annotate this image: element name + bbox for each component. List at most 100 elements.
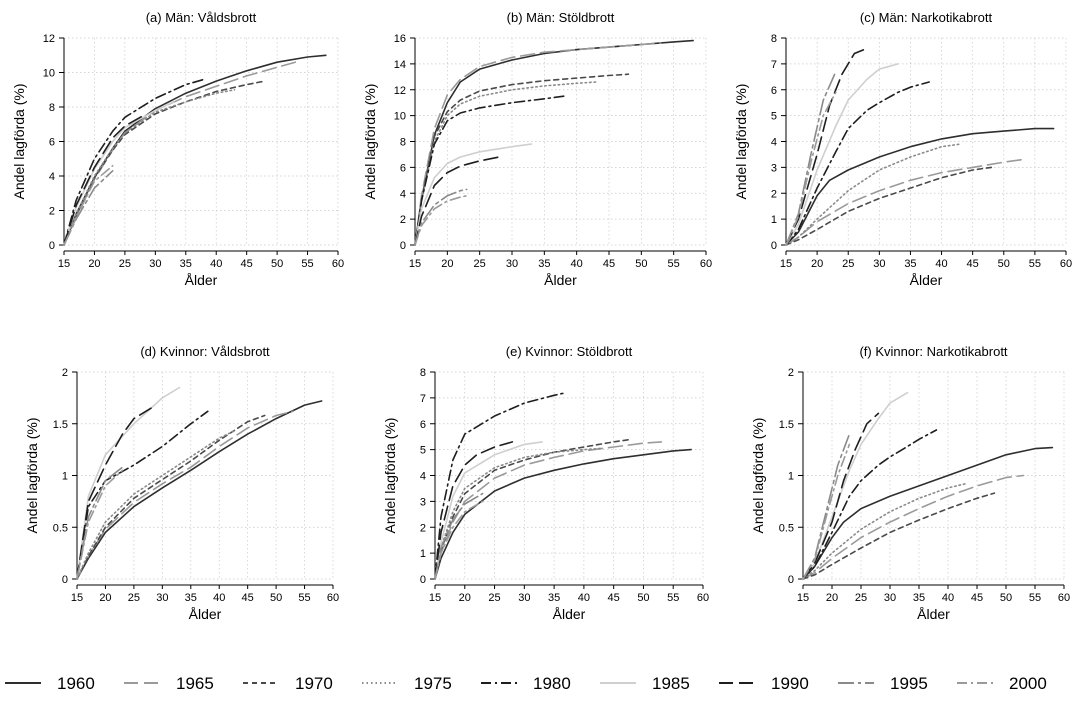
y-tick-label: 7 bbox=[771, 59, 777, 71]
series-line-1990 bbox=[414, 156, 500, 246]
legend-label-1995: 1995 bbox=[890, 674, 928, 693]
y-tick-label: 8 bbox=[49, 102, 55, 114]
x-tick-label: 40 bbox=[213, 592, 225, 604]
x-tick-label: 40 bbox=[210, 258, 222, 270]
x-axis-label: Ålder bbox=[910, 272, 943, 288]
series-line-1975 bbox=[63, 89, 236, 246]
y-tick-label: 1 bbox=[788, 471, 794, 483]
series-line-2000 bbox=[76, 469, 124, 580]
series-line-1995 bbox=[76, 466, 124, 580]
series-line-1975 bbox=[785, 143, 962, 246]
y-tick-label: 1 bbox=[62, 471, 68, 483]
series-line-1965 bbox=[414, 42, 662, 246]
series-line-1975 bbox=[434, 447, 603, 580]
y-tick-label: 8 bbox=[420, 367, 426, 379]
y-tick-label: 2 bbox=[420, 522, 426, 534]
legend-label-1990: 1990 bbox=[771, 674, 809, 693]
series-line-1965 bbox=[76, 410, 295, 580]
panel-6: 15 20 25 30 35 40 45 50 55 60 0 0.5 1 1.5 2 (f) Kvinnor… bbox=[750, 344, 1070, 622]
y-axis-label: Andel lagförda (%) bbox=[24, 418, 40, 534]
panel-4: 15 20 25 30 35 40 45 50 55 60 0 0.5 1 1.5 2 (d) Kvinnor… bbox=[24, 344, 339, 622]
x-tick-label: 40 bbox=[571, 258, 583, 270]
y-tick-label: 16 bbox=[394, 33, 406, 45]
y-axis-label: Andel lagförda (%) bbox=[11, 84, 27, 200]
y-tick-label: 2 bbox=[49, 206, 55, 218]
series-line-2000 bbox=[785, 91, 837, 246]
legend-label-1960: 1960 bbox=[57, 674, 95, 693]
y-tick-label: 6 bbox=[400, 162, 406, 174]
series-line-1995 bbox=[802, 433, 851, 580]
series-line-1965 bbox=[63, 61, 297, 246]
series-line-1975 bbox=[414, 81, 597, 246]
x-tick-label: 50 bbox=[1000, 592, 1012, 604]
series-line-1960 bbox=[414, 39, 694, 246]
y-tick-label: 0.5 bbox=[779, 522, 794, 534]
x-tick-label: 30 bbox=[873, 258, 885, 270]
series-line-1970 bbox=[802, 492, 996, 580]
y-tick-label: 8 bbox=[400, 137, 406, 149]
x-tick-label: 40 bbox=[578, 592, 590, 604]
legend-label-2000: 2000 bbox=[1009, 674, 1047, 693]
x-tick-label: 55 bbox=[1029, 592, 1041, 604]
panel-1: 15 20 25 30 35 40 45 50 55 60 0 2 4 6 8 10 12 (a) Män: Vå… bbox=[11, 10, 344, 288]
x-axis-label: Ålder bbox=[553, 606, 586, 622]
series-line-1990 bbox=[802, 412, 880, 580]
series-line-1980 bbox=[63, 78, 205, 246]
x-tick-label: 20 bbox=[99, 592, 111, 604]
legend-label-1980: 1980 bbox=[533, 674, 571, 693]
y-tick-label: 1 bbox=[771, 214, 777, 226]
series-line-2000 bbox=[63, 164, 114, 246]
x-axis-label: Ålder bbox=[917, 606, 950, 622]
x-tick-label: 50 bbox=[998, 258, 1010, 270]
series-line-1960 bbox=[434, 448, 692, 580]
x-tick-label: 45 bbox=[603, 258, 615, 270]
y-tick-label: 3 bbox=[420, 496, 426, 508]
y-axis-label: Andel lagförda (%) bbox=[362, 84, 378, 200]
y-tick-label: 6 bbox=[420, 419, 426, 431]
x-tick-label: 15 bbox=[797, 592, 809, 604]
y-tick-label: 1.5 bbox=[779, 419, 794, 431]
x-tick-label: 50 bbox=[270, 592, 282, 604]
x-tick-label: 55 bbox=[298, 592, 310, 604]
x-tick-label: 50 bbox=[635, 258, 647, 270]
y-axis-label: Andel lagförda (%) bbox=[382, 418, 398, 534]
y-tick-label: 0 bbox=[49, 240, 55, 252]
x-tick-label: 30 bbox=[506, 258, 518, 270]
panel-title: (f) Kvinnor: Narkotikabrott bbox=[859, 344, 1007, 359]
x-tick-label: 20 bbox=[88, 258, 100, 270]
legend: 1960 1965 1970 1975 1980 1985 1990 1995 2000 bbox=[5, 674, 1047, 693]
x-tick-label: 25 bbox=[474, 258, 486, 270]
y-tick-label: 7 bbox=[420, 393, 426, 405]
y-tick-label: 4 bbox=[420, 471, 426, 483]
y-tick-label: 2 bbox=[771, 188, 777, 200]
y-tick-label: 2 bbox=[400, 214, 406, 226]
series-line-1990 bbox=[434, 441, 514, 580]
series-line-1965 bbox=[785, 158, 1024, 246]
x-tick-label: 30 bbox=[884, 592, 896, 604]
series-line-1980 bbox=[434, 391, 567, 580]
series-line-2000 bbox=[434, 500, 484, 580]
x-tick-label: 35 bbox=[538, 258, 550, 270]
y-tick-label: 0 bbox=[400, 240, 406, 252]
x-tick-label: 50 bbox=[637, 592, 649, 604]
x-tick-label: 40 bbox=[935, 258, 947, 270]
panel-title: (a) Män: Våldsbrott bbox=[146, 10, 257, 25]
x-axis-label: Ålder bbox=[185, 272, 218, 288]
series-line-1985 bbox=[414, 143, 533, 246]
x-tick-label: 60 bbox=[327, 592, 339, 604]
series-line-1980 bbox=[76, 410, 209, 580]
series-line-1980 bbox=[785, 81, 930, 246]
y-tick-label: 1 bbox=[420, 548, 426, 560]
series-line-1985 bbox=[434, 441, 544, 580]
y-tick-label: 6 bbox=[49, 137, 55, 149]
series-line-1995 bbox=[414, 188, 468, 246]
y-tick-label: 4 bbox=[400, 188, 406, 200]
x-tick-label: 25 bbox=[488, 592, 500, 604]
x-tick-label: 45 bbox=[241, 258, 253, 270]
series-line-1975 bbox=[76, 429, 238, 580]
y-tick-label: 0.5 bbox=[53, 522, 68, 534]
y-tick-label: 8 bbox=[771, 33, 777, 45]
x-tick-label: 60 bbox=[700, 258, 712, 270]
